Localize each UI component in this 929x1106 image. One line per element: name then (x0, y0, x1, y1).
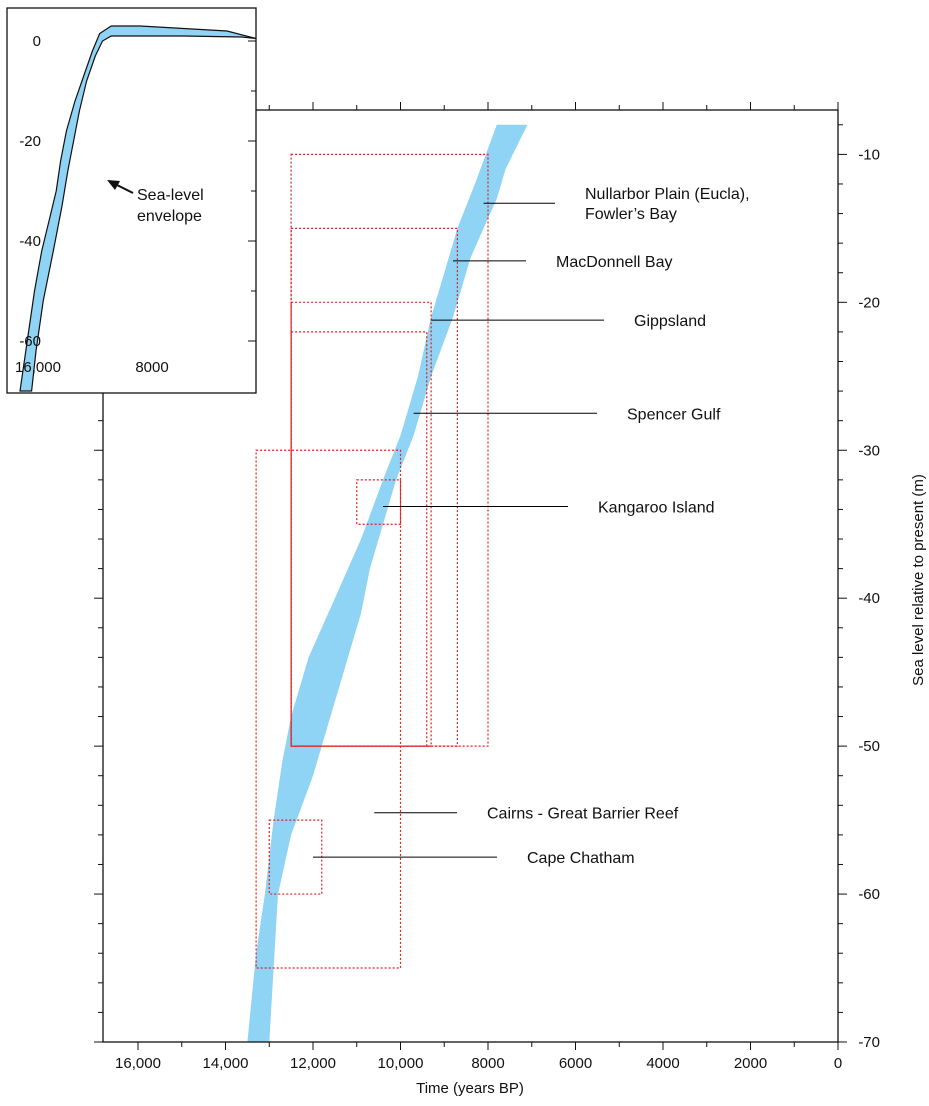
y-tick-label: -20 (858, 294, 880, 311)
x-tick-label: 8000 (471, 1055, 504, 1072)
site-label: Kangaroo Island (598, 499, 715, 516)
inset-chart: 0 -20 -40 -60 16,000 8000 Sea-level envelope (6, 7, 257, 394)
y-tick-label: -40 (858, 590, 880, 607)
main-sea-level-envelope (247, 124, 528, 1042)
inset-annotation: Sea-level envelope (107, 180, 204, 225)
annotation-label-line-1: Sea-level (137, 187, 204, 204)
inset-y-tick-label: 0 (33, 33, 41, 50)
y-tick-label: -60 (858, 886, 880, 903)
inset-frame (6, 7, 257, 394)
site-label: Cairns - Great Barrier Reef (487, 806, 679, 823)
site-label-line-2: Fowler’s Bay (585, 206, 677, 223)
inset-x-tick-label: 16,000 (15, 359, 61, 376)
x-tick-label: 16,000 (115, 1055, 161, 1072)
site-label: Spencer Gulf (627, 406, 721, 423)
inset-y-axis-ticks: 0 -20 -40 -60 (19, 33, 256, 350)
site-boxes (255, 153, 489, 969)
x-tick-label: 10,000 (378, 1055, 424, 1072)
site-label: Gippsland (634, 313, 706, 330)
inset-sea-level-envelope (19, 25, 256, 392)
x-tick-label: 2000 (734, 1055, 767, 1072)
y-tick-label: -70 (858, 1034, 880, 1051)
site-label: Cape Chatham (527, 850, 635, 867)
inset-x-axis-ticks: 16,000 8000 (15, 359, 169, 376)
x-tick-label: 4000 (646, 1055, 679, 1072)
x-axis-title: Time (years BP) (416, 1080, 524, 1097)
main-plot-frame (102, 109, 839, 1043)
inset-y-tick-label: -60 (19, 333, 41, 350)
annotation-arrow-line (114, 183, 134, 194)
site-leader-lines (313, 202, 604, 858)
inset-y-tick-label: -40 (19, 233, 41, 250)
site-box (290, 301, 432, 747)
site-labels: Nullarbor Plain (Eucla), Fowler’s Bay MacD… (487, 186, 750, 867)
y-tick-label: -50 (858, 738, 880, 755)
y-axis-title: Sea level relative to present (m) (910, 474, 927, 686)
x-tick-label: 0 (834, 1055, 842, 1072)
y-tick-label: -10 (858, 146, 880, 163)
site-box (290, 331, 428, 747)
x-tick-label: 6000 (559, 1055, 592, 1072)
inset-x-tick-label: 8000 (135, 359, 168, 376)
site-box (255, 449, 402, 969)
site-label: Nullarbor Plain (Eucla), (585, 186, 750, 203)
y-tick-label: -30 (858, 442, 880, 459)
annotation-label-line-2: envelope (137, 208, 202, 225)
x-tick-label: 14,000 (203, 1055, 249, 1072)
inset-background (7, 8, 256, 393)
site-label: MacDonnell Bay (556, 254, 673, 271)
inset-y-tick-label: -20 (19, 133, 41, 150)
arrow-head-icon (107, 180, 120, 190)
x-tick-label: 12,000 (290, 1055, 336, 1072)
x-axis-ticks: 16,000 14,000 12,000 10,000 8000 6000 4000 2000… (115, 102, 842, 1072)
